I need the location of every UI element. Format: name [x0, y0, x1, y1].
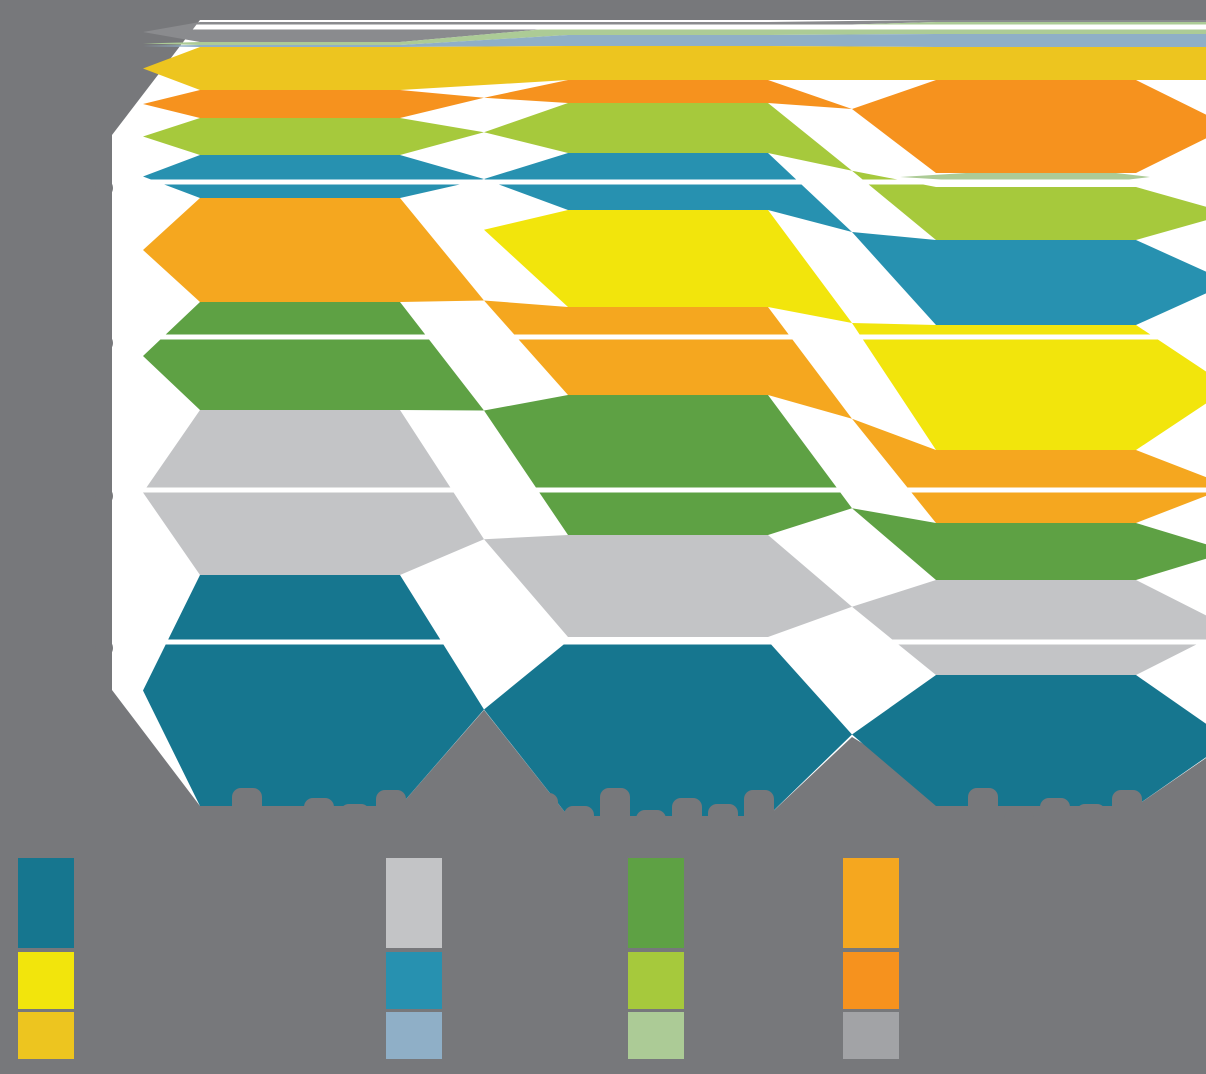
y-axis-label-silhouette-1 [95, 334, 113, 352]
series-band-pale-green-sliver [900, 173, 1150, 181]
gridline-0 [112, 24, 1206, 30]
legend-swatch-yellow-green [628, 952, 684, 1009]
legend-swatch-dark-teal [18, 858, 74, 948]
legend-item-green [628, 858, 684, 948]
gridline-2 [112, 334, 1206, 340]
legend-item-gray [843, 1012, 899, 1059]
legend-swatch-gray [843, 1012, 899, 1059]
series-band-green [143, 302, 1206, 580]
y-axis-label-silhouette-0 [95, 179, 113, 197]
series-band-orange [143, 80, 1206, 173]
legend-item-silver [386, 858, 442, 948]
legend-item-steel-blue [386, 1012, 442, 1059]
series-band-gold [143, 46, 1206, 90]
gridline-1 [112, 179, 1206, 185]
series-band-bright-yellow [484, 210, 1206, 450]
legend-item-teal-blue [386, 952, 442, 1009]
legend-swatch-green [628, 858, 684, 948]
legend-item-pale-green [628, 1012, 684, 1059]
series-band-yellow-green [143, 103, 1206, 240]
y-axis-label-silhouette-3 [95, 639, 113, 657]
legend-item-bright-yellow [18, 952, 74, 1009]
gridline-3 [112, 487, 1206, 493]
series-band-amber [143, 198, 1206, 523]
y-axis-label-silhouette-2 [95, 487, 113, 505]
series-band-steel-blue [143, 34, 1206, 47]
legend-swatch-bright-yellow [18, 952, 74, 1009]
gridline-4 [112, 639, 1206, 645]
legend-swatch-silver [386, 858, 442, 948]
x-axis-label-silhouette-2 [886, 788, 1186, 880]
legend-swatch-orange [843, 952, 899, 1009]
legend-swatch-pale-green [628, 1012, 684, 1059]
legend-item-gold [18, 1012, 74, 1059]
legend-swatch-gold [18, 1012, 74, 1059]
series-band-dark-teal [143, 575, 1206, 816]
legend-item-yellow-green [628, 952, 684, 1009]
legend-swatch-steel-blue [386, 1012, 442, 1059]
legend-swatch-amber [843, 858, 899, 948]
series-band-teal-blue [143, 153, 1206, 325]
legend-swatch-teal-blue [386, 952, 442, 1009]
legend-item-orange [843, 952, 899, 1009]
legend-item-amber [843, 858, 899, 948]
legend-item-dark-teal [18, 858, 74, 948]
x-axis-label-silhouette-0 [150, 788, 450, 880]
series-band-silver [143, 410, 1206, 675]
